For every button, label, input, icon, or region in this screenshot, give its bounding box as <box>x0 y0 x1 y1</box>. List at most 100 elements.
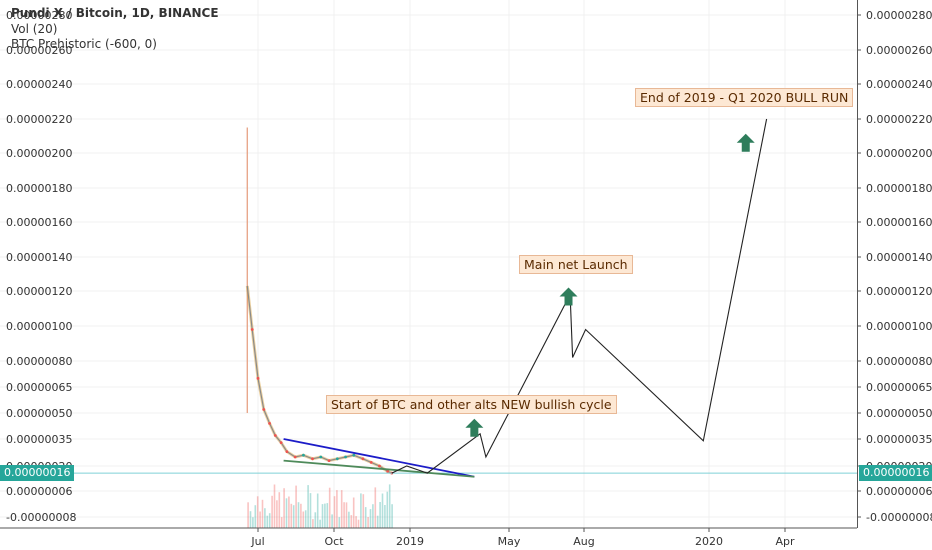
y-tick-label-left: 0.00000080 <box>6 355 72 368</box>
volume-bar <box>278 492 281 528</box>
volume-bar <box>391 504 393 528</box>
up-arrow-icon <box>559 287 578 306</box>
volume-bar <box>340 490 343 528</box>
price-point <box>319 455 323 459</box>
y-tick-label-right: 0.00000260 <box>866 44 932 57</box>
y-tick-label-right: 0.00000140 <box>866 251 932 264</box>
y-tick-label-right: -0.00000008 <box>866 511 932 524</box>
volume-bar <box>271 495 273 528</box>
volume-bar <box>367 517 369 528</box>
volume-bar <box>254 505 257 528</box>
volume-bar <box>302 511 305 528</box>
volume-bar <box>314 512 317 528</box>
y-tick-label-right: 0.00000065 <box>866 381 932 394</box>
x-tick-label: Oct <box>324 535 344 548</box>
volume-legend: Vol (20) <box>11 22 58 36</box>
annotation-bull-run[interactable]: End of 2019 - Q1 2020 BULL RUN <box>635 88 854 107</box>
volume-bar <box>312 519 314 528</box>
y-tick-label-left: 0.00000050 <box>6 407 72 420</box>
volume-bar <box>273 484 276 528</box>
right-price-axis[interactable]: 0.00000280 0.00000260 0.00000240 0.00000220… <box>857 9 932 524</box>
y-tick-label-left: 0.00000160 <box>6 216 72 229</box>
price-point <box>302 453 305 457</box>
y-tick-label-left: 0.00000065 <box>6 381 72 394</box>
volume-bar <box>360 493 362 528</box>
price-point <box>386 469 390 473</box>
time-axis[interactable]: Jul Oct 2019 May Aug 2020 Apr <box>250 528 795 548</box>
x-tick-label: 2019 <box>396 535 424 548</box>
volume-bar <box>307 485 309 528</box>
projection-line <box>391 118 768 474</box>
volume-bar <box>357 519 360 528</box>
price-point <box>250 328 254 331</box>
volume-bar <box>266 515 269 528</box>
annotation-bullish-cycle[interactable]: Start of BTC and other alts NEW bullish … <box>326 395 617 414</box>
volume-bar <box>343 502 345 528</box>
volume-bar <box>384 505 386 528</box>
volume-bar <box>252 517 254 528</box>
volume-bar <box>324 503 326 528</box>
volume-bar <box>297 502 300 528</box>
x-tick-label: Apr <box>775 535 795 548</box>
volume-bar <box>362 494 365 528</box>
y-tick-label-right: 0.00000100 <box>866 320 932 333</box>
lower-trendline <box>283 459 475 478</box>
chart-title: Pundi X / Bitcoin, 1D, BINANCE <box>11 6 219 20</box>
price-point <box>327 459 331 462</box>
volume-bar <box>319 519 321 528</box>
volume-bar <box>369 509 372 528</box>
volume-bar <box>295 485 297 528</box>
volume-bar <box>326 503 329 528</box>
volume-bar <box>316 493 319 528</box>
volume-bar <box>364 507 367 528</box>
volume-bar <box>374 487 377 528</box>
price-point <box>262 408 266 411</box>
annotation-main-net-launch[interactable]: Main net Launch <box>519 255 633 274</box>
y-tick-label-right: 0.00000280 <box>866 9 932 22</box>
volume-bar <box>388 484 391 528</box>
volume-bar <box>285 498 288 528</box>
volume-bar <box>348 511 350 528</box>
y-tick-label-left: 0.00000180 <box>6 182 72 195</box>
volume-bar <box>386 491 389 528</box>
y-tick-label-left: 0.00000035 <box>6 433 72 446</box>
y-tick-label-right: 0.00000180 <box>866 182 932 195</box>
y-tick-label-left: 0.00000220 <box>6 113 72 126</box>
y-tick-label-right: 0.00000200 <box>866 147 932 160</box>
volume-bar <box>350 515 353 528</box>
last-price-label-right: 0.00000016 <box>859 465 932 482</box>
price-point <box>293 455 297 459</box>
y-tick-label-right: 0.00000220 <box>866 113 932 126</box>
volume-bar <box>376 515 379 528</box>
y-tick-label-left: -0.00000008 <box>6 511 76 524</box>
price-history-line <box>246 285 393 474</box>
volume-bar <box>331 514 333 528</box>
price-point <box>273 434 277 437</box>
x-tick-label: May <box>498 535 521 548</box>
volume-bar <box>328 487 331 528</box>
y-tick-label-left: 0.00000240 <box>6 78 72 91</box>
y-tick-label-right: 0.00000006 <box>866 485 932 498</box>
volume-bar <box>249 511 252 528</box>
price-point <box>285 450 289 453</box>
volume-bar <box>336 490 338 528</box>
volume-bar <box>304 510 307 528</box>
volume-bar <box>300 503 302 528</box>
y-tick-label-left: 0.00000200 <box>6 147 72 160</box>
volume-bar <box>276 500 278 528</box>
chart-grid <box>0 0 857 528</box>
price-point <box>311 457 314 461</box>
y-tick-label-right: 0.00000240 <box>866 78 932 91</box>
chart-axes <box>0 0 858 529</box>
volume-bar <box>283 488 285 528</box>
volume-bar <box>261 499 264 528</box>
left-price-axis[interactable]: 0.00000280 0.00000260 0.00000240 0.00000220… <box>6 9 76 524</box>
candlestick-series <box>0 127 857 475</box>
y-tick-label-right: 0.00000080 <box>866 355 932 368</box>
volume-bar <box>309 493 312 528</box>
price-point <box>335 457 339 461</box>
upper-trendline <box>283 438 475 478</box>
last-price-label-left: 0.00000016 <box>0 465 75 482</box>
price-point <box>352 453 356 457</box>
